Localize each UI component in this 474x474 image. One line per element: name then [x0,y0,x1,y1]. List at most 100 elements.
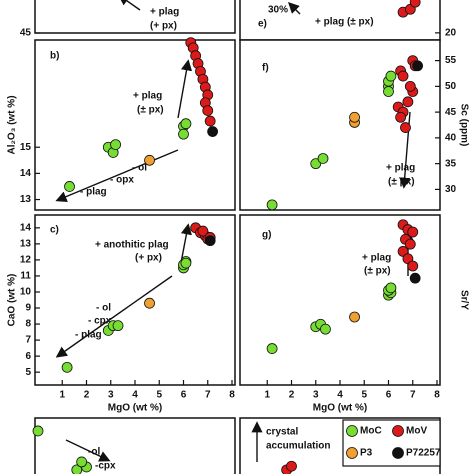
panel-label: b) [50,51,59,62]
data-point [266,199,278,211]
x-tick-label: 5 [361,390,367,401]
annotation: + plag [386,163,415,174]
y-tick-label: 9 [25,303,31,314]
y-axis-label: Sc (ppm) [458,104,469,147]
data-point [204,235,216,247]
panel-label: f) [262,63,269,74]
legend-marker [392,447,404,459]
x-tick-label: 3 [313,390,319,401]
data-point [402,96,414,108]
annotation: (+ px) [150,21,177,32]
x-tick-label: 1 [59,390,65,401]
panel-frame [34,214,236,386]
y-tick-label: 5 [25,367,31,378]
data-point [61,361,73,373]
data-point [397,70,409,82]
annotation: - ol [96,303,111,314]
panel-frame [34,0,236,34]
annotation: -cpx [95,461,116,472]
x-tick-label: 2 [289,390,295,401]
x-tick-label: 4 [132,390,138,401]
annotation: + plag [150,7,179,18]
data-point [178,128,189,140]
data-point [64,181,75,192]
data-point [404,80,416,92]
x-tick-label: 2 [84,390,90,401]
annotation: (+ px) [135,253,162,264]
y-tick-label: 45 [20,28,32,39]
data-point [310,158,322,170]
data-point [266,343,278,354]
legend-marker [346,425,358,437]
data-point [412,60,424,72]
data-point [409,272,421,284]
data-point [180,257,192,269]
annotation: (± px) [364,266,391,277]
data-point [320,323,331,335]
y-tick-label: 35 [445,158,457,169]
legend-label: MoV [406,426,427,437]
annotation: + plag [362,253,391,264]
y-tick-label: 45 [445,107,457,118]
data-point [76,456,88,468]
data-point [400,122,411,133]
x-axis-label: MgO (wt %) [108,403,162,414]
y-tick-label: 7 [25,335,31,346]
annotation: - opx [110,175,134,186]
y-axis-label: Al₂O₃ (wt %) [7,95,18,154]
panel-label: g) [262,230,271,241]
data-point [349,111,360,123]
data-point [207,126,219,137]
trend-arrow [117,0,141,11]
y-tick-label: 14 [20,168,32,179]
annotation: accumulation [266,441,330,452]
data-point [385,282,397,294]
data-point [71,464,83,474]
data-point [317,153,329,164]
y-tick-label: 13 [20,194,32,205]
data-point [202,105,214,117]
data-point [404,238,416,250]
data-point [180,118,192,130]
x-tick-label: 6 [386,390,392,401]
y-tick-label: 6 [25,351,31,362]
annotation: + plag (± px) [315,17,374,28]
y-tick-label: 50 [445,81,457,92]
x-tick-label: 8 [229,390,235,401]
data-point [110,139,121,151]
legend-marker [346,447,358,459]
y-axis-label: CaO (wt %) [7,274,18,327]
annotation: - ol [132,163,147,174]
legend-label: MoC [360,426,382,437]
x-axis-label: MgO (wt %) [313,403,367,414]
annotation: (± px) [388,177,415,188]
y-axis-label: Sr/Y [458,290,469,310]
panel-label: e) [258,19,267,30]
x-tick-label: 5 [156,390,162,401]
y-tick-label: 40 [445,133,457,144]
data-point [407,260,419,272]
data-point [395,111,407,123]
legend-marker [392,425,404,437]
y-tick-label: 12 [20,255,32,266]
trend-arrow [65,439,111,462]
data-point [197,225,209,237]
trend-arrow [55,149,179,202]
data-point [409,0,421,8]
data-point [407,226,419,238]
y-tick-label: 55 [445,55,457,66]
panel-label: c) [50,225,59,236]
x-tick-label: 6 [181,390,187,401]
data-point [383,86,394,97]
legend-box [342,419,441,467]
trend-arrow [55,275,173,358]
x-tick-label: 7 [205,390,211,401]
x-tick-label: 3 [108,390,114,401]
data-point [286,460,297,472]
x-tick-label: 4 [337,390,343,401]
data-point [32,425,44,437]
y-tick-label: 14 [20,222,32,233]
annotation: - cpx [88,316,112,327]
